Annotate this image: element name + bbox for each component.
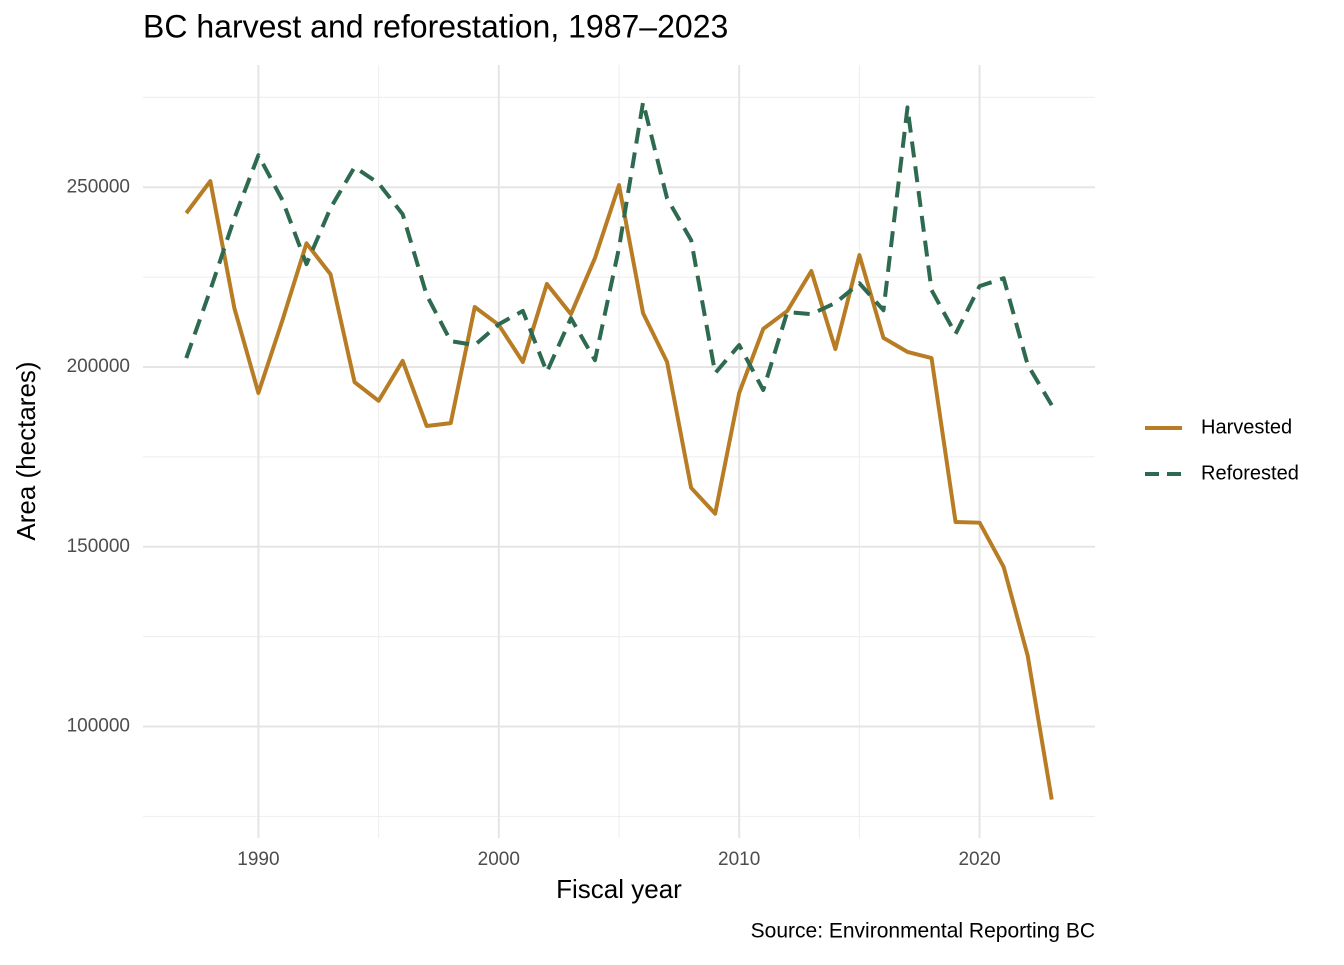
legend-label: Harvested bbox=[1201, 416, 1292, 438]
series-line bbox=[184, 100, 1054, 407]
x-axis-title: Fiscal year bbox=[556, 874, 682, 904]
grid bbox=[143, 65, 1095, 838]
plot-lines bbox=[184, 100, 1054, 800]
x-tick-label: 2020 bbox=[958, 849, 1000, 870]
x-tick-label: 2000 bbox=[478, 849, 520, 870]
legend-label: Reforested bbox=[1201, 462, 1299, 484]
y-axis-title: Area (hectares) bbox=[11, 361, 41, 540]
y-tick-label: 100000 bbox=[67, 716, 130, 737]
caption: Source: Environmental Reporting BC bbox=[751, 920, 1095, 943]
y-tick-label: 250000 bbox=[67, 176, 130, 197]
y-tick-label: 150000 bbox=[67, 536, 130, 557]
x-tick-label: 1990 bbox=[237, 849, 279, 870]
x-tick-label: 2010 bbox=[718, 849, 760, 870]
y-tick-label: 200000 bbox=[67, 356, 130, 377]
chart-title: BC harvest and reforestation, 1987–2023 bbox=[143, 8, 728, 44]
series-line bbox=[184, 179, 1054, 800]
